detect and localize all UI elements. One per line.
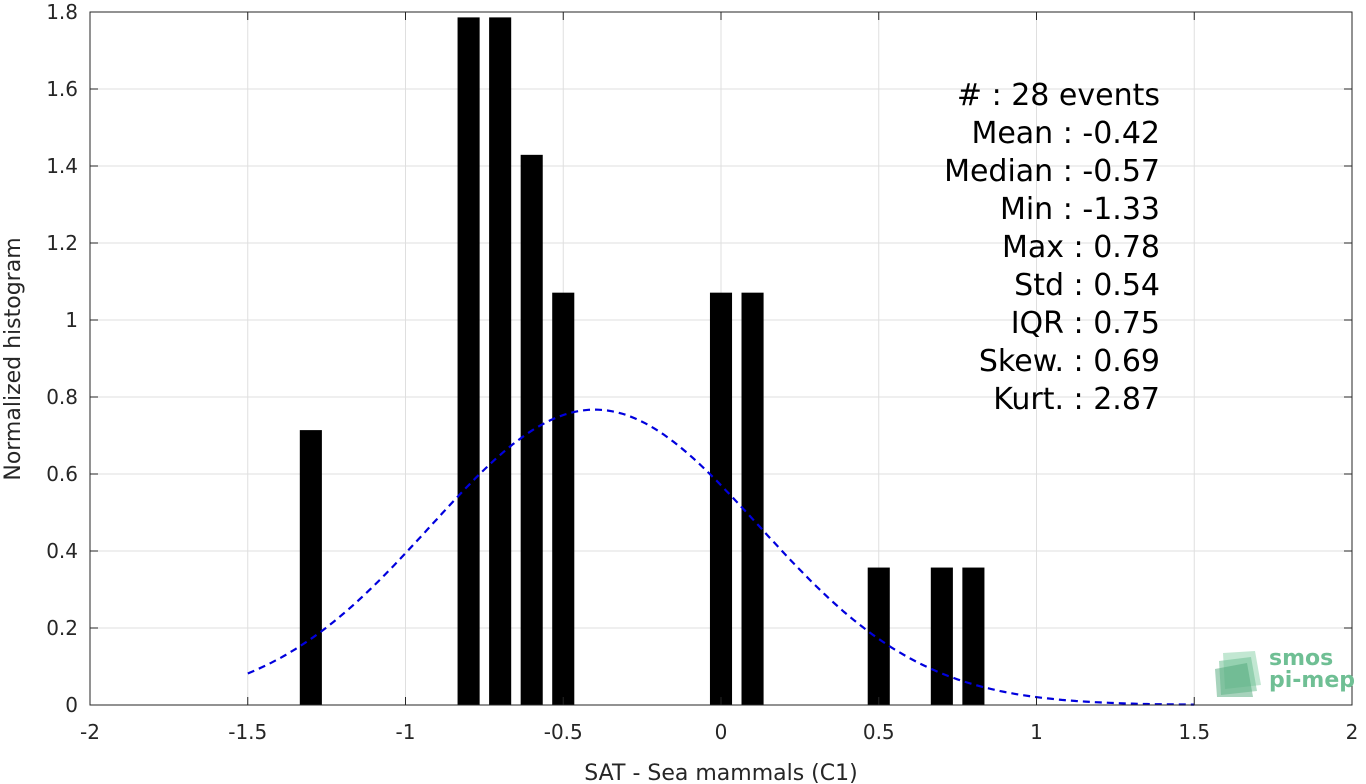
y-tick-label: 1 [65, 308, 78, 332]
histogram-bar [489, 17, 512, 705]
x-tick-label: 0.5 [863, 720, 895, 744]
histogram-bar [709, 292, 733, 705]
stat-line: Skew. : 0.69 [979, 344, 1160, 379]
x-tick-label: 0 [715, 720, 728, 744]
x-tick-labels: -2 -1.5 -1 -0.5 0 0.5 1 1.5 2 [80, 720, 1358, 744]
stat-line: # : 28 events [957, 78, 1160, 113]
stat-line: Mean : -0.42 [971, 116, 1160, 151]
histogram-bars [299, 17, 985, 705]
y-tick-label: 1.6 [46, 77, 78, 101]
stat-line: Min : -1.33 [1000, 192, 1160, 227]
logo-line1: smos [1269, 646, 1333, 671]
y-tick-label: 0 [65, 693, 78, 717]
stat-line: IQR : 0.75 [1011, 306, 1160, 341]
histogram-bar [457, 17, 480, 705]
x-tick-label: -1.5 [228, 720, 267, 744]
x-axis-label: SAT - Sea mammals (C1) [584, 761, 857, 784]
logo-line2: pi-mep [1269, 668, 1355, 693]
axis-ticks [89, 11, 1353, 706]
logo-icon [1215, 651, 1261, 697]
stat-line: Kurt. : 2.87 [993, 382, 1160, 417]
stat-line: Max : 0.78 [1002, 230, 1160, 265]
y-tick-label: 0.2 [46, 616, 78, 640]
y-tick-label: 1.2 [46, 231, 78, 255]
histogram-bar [930, 567, 953, 705]
histogram-bar [867, 567, 890, 705]
smos-pimep-logo: smos pi-mep [1215, 646, 1355, 697]
y-axis-label: Normalized histogram [1, 237, 26, 480]
x-tick-label: 1.5 [1178, 720, 1210, 744]
y-tick-label: 0.4 [46, 539, 78, 563]
stat-line: Std : 0.54 [1014, 268, 1160, 303]
histogram-bar [552, 292, 575, 705]
histogram-bar [741, 292, 764, 705]
stat-line: Median : -0.57 [944, 154, 1160, 189]
y-tick-label: 0.6 [46, 462, 78, 486]
x-tick-label: 2 [1346, 720, 1359, 744]
x-tick-label: -1 [396, 720, 416, 744]
x-tick-label: -0.5 [544, 720, 583, 744]
y-tick-label: 1.8 [46, 0, 78, 24]
y-tick-label: 1.4 [46, 154, 78, 178]
histogram-bar [299, 430, 322, 705]
y-tick-label: 0.8 [46, 385, 78, 409]
x-tick-label: 1 [1030, 720, 1043, 744]
x-tick-label: -2 [80, 720, 100, 744]
y-tick-labels: 0 0.2 0.4 0.6 0.8 1 1.2 1.4 1.6 1.8 [46, 0, 78, 717]
histogram-bar [962, 567, 985, 705]
